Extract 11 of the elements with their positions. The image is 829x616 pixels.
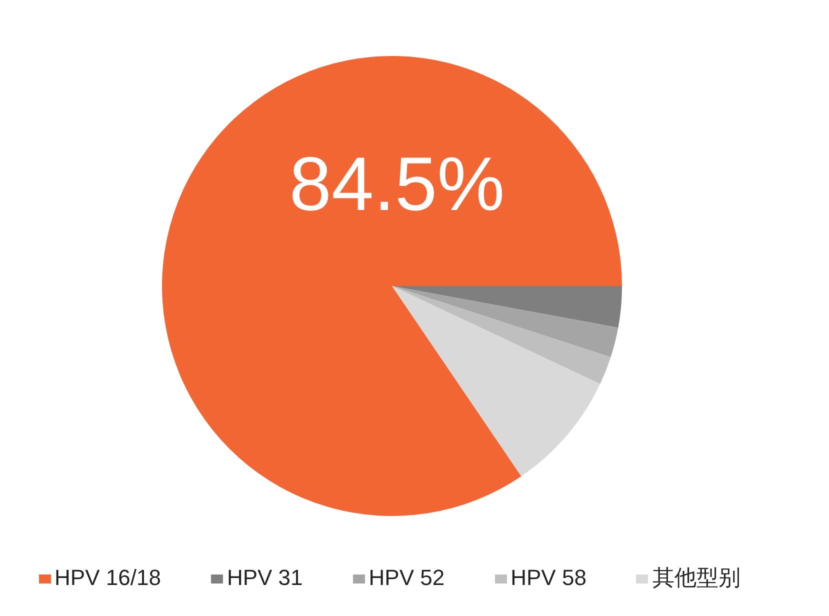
pie-slice [162,56,622,516]
legend-label: HPV 58 [510,565,586,590]
pie-slice [392,286,622,328]
legend-label: HPV 52 [368,565,445,590]
legend-label: HPV 31 [226,565,303,590]
data-label: 84.5% [289,142,505,227]
pie-slice [392,286,618,358]
legend-label: HPV 16/18 [54,565,161,590]
pie-slice [392,286,611,384]
pie-slice [392,286,600,476]
legend-label: 其他型别 [652,565,740,590]
